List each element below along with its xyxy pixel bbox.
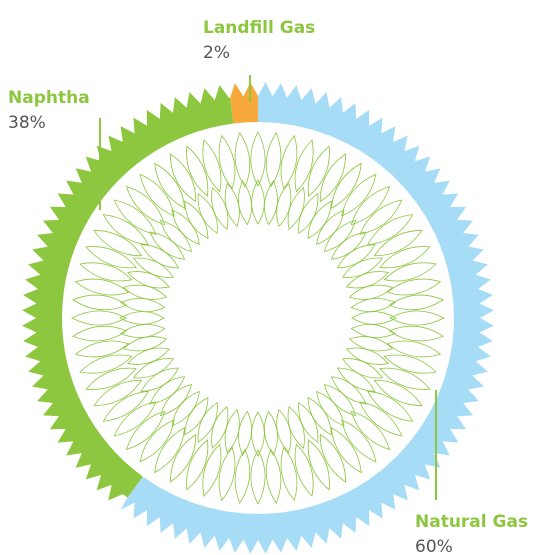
petal <box>219 447 235 500</box>
petal-rings <box>72 132 444 504</box>
petal <box>251 132 265 186</box>
petal <box>123 337 166 351</box>
petal <box>389 326 443 341</box>
slice-value-label: 60% <box>415 537 453 555</box>
petal <box>387 341 440 357</box>
petal <box>73 326 127 341</box>
petal <box>281 136 297 189</box>
petal <box>277 410 291 453</box>
petal <box>389 295 443 310</box>
petal <box>203 140 221 192</box>
petal <box>203 444 221 496</box>
petal <box>360 402 402 436</box>
petal <box>277 183 291 226</box>
petal <box>134 258 174 277</box>
petal <box>266 133 281 187</box>
petal <box>235 133 250 187</box>
petal <box>264 411 277 455</box>
petal <box>121 298 165 311</box>
petal <box>295 444 313 496</box>
petal <box>121 324 165 337</box>
petal <box>225 410 239 453</box>
petal <box>360 200 402 234</box>
petal <box>235 449 250 503</box>
petal <box>351 324 395 337</box>
petal <box>264 181 277 225</box>
petal <box>73 295 127 310</box>
petal <box>308 440 329 490</box>
petal <box>86 247 136 268</box>
petal <box>295 140 313 192</box>
chart: Natural Gas 60% Naphtha 38% Landfill Gas 2% <box>0 0 547 555</box>
petal <box>380 368 430 389</box>
petal <box>384 355 436 373</box>
pie-slice <box>121 82 494 554</box>
petal <box>351 186 389 224</box>
petal <box>266 449 281 503</box>
petal <box>114 200 156 234</box>
petal <box>299 194 318 234</box>
petal <box>342 174 376 216</box>
petal <box>342 420 376 462</box>
petal <box>123 285 166 299</box>
slice-value-label: 38% <box>8 113 46 133</box>
petal <box>80 355 132 373</box>
petal <box>76 341 129 357</box>
petal <box>126 411 164 449</box>
slice-label: Landfill Gas <box>203 18 315 38</box>
petal <box>384 263 436 281</box>
slice-label: Natural Gas <box>415 512 528 532</box>
petal <box>238 181 251 225</box>
petal <box>126 186 164 224</box>
petal <box>380 247 430 268</box>
petal <box>225 183 239 226</box>
petal <box>308 146 329 196</box>
petal <box>86 368 136 389</box>
petal <box>351 298 395 311</box>
petal <box>72 311 126 325</box>
petal <box>281 447 297 500</box>
petal <box>140 420 174 462</box>
slice-label: Naphtha <box>8 88 90 108</box>
petal <box>251 450 265 504</box>
petal <box>350 285 393 299</box>
slice-value-label: 2% <box>203 43 230 63</box>
petal <box>187 440 208 490</box>
petal <box>343 359 383 378</box>
pie-slice <box>230 82 258 123</box>
petal <box>198 403 217 443</box>
petal <box>187 146 208 196</box>
petal <box>351 411 389 449</box>
petal <box>238 411 251 455</box>
petal <box>80 263 132 281</box>
petal <box>140 174 174 216</box>
petal <box>387 279 440 295</box>
petal <box>114 402 156 436</box>
petal <box>390 311 444 325</box>
petal <box>76 279 129 295</box>
petal <box>350 337 393 351</box>
petal <box>219 136 235 189</box>
